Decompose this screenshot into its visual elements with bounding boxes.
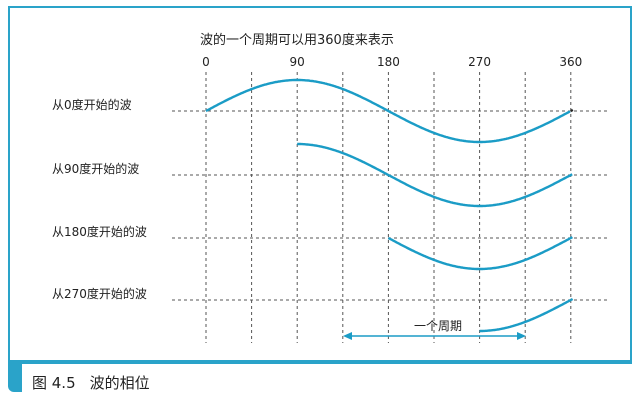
phase-tick-label: 180 — [377, 55, 400, 69]
period-label: 一个周期 — [414, 319, 462, 333]
row-label: 从90度开始的波 — [52, 161, 139, 176]
figure-title: 波的相位 — [89, 374, 150, 392]
figure-caption: 图 4.5 波的相位 — [32, 372, 164, 393]
period-arrow-right-head — [517, 332, 526, 340]
figure-frame — [8, 6, 632, 362]
row-label: 从0度开始的波 — [52, 97, 132, 112]
wave-continuation — [570, 108, 574, 113]
period-indicator: 一个周期 — [343, 319, 526, 340]
phase-tick-label: 0 — [202, 55, 210, 69]
diagram-title: 波的一个周期可以用360度来表示 — [200, 32, 394, 48]
wave-first-cycle — [205, 78, 571, 144]
wave-first-cycle — [387, 236, 574, 271]
phase-tick-label: 90 — [290, 55, 305, 69]
wave-first-cycle — [297, 142, 573, 208]
period-arrow-left-head — [343, 332, 352, 340]
row-label: 从270度开始的波 — [52, 286, 147, 301]
waves — [205, 78, 574, 333]
phase-tick-label: 270 — [468, 55, 491, 69]
phase-tick-label: 360 — [559, 55, 582, 69]
figure-number: 图 4.5 — [32, 374, 76, 392]
grid-lines — [172, 72, 610, 343]
caption-bar — [8, 360, 632, 364]
caption-tab — [8, 364, 22, 392]
phase-tick-labels: 0 90 180 270 360 — [202, 55, 582, 69]
row-label: 从180度开始的波 — [52, 224, 147, 239]
wave-first-cycle — [479, 297, 574, 333]
